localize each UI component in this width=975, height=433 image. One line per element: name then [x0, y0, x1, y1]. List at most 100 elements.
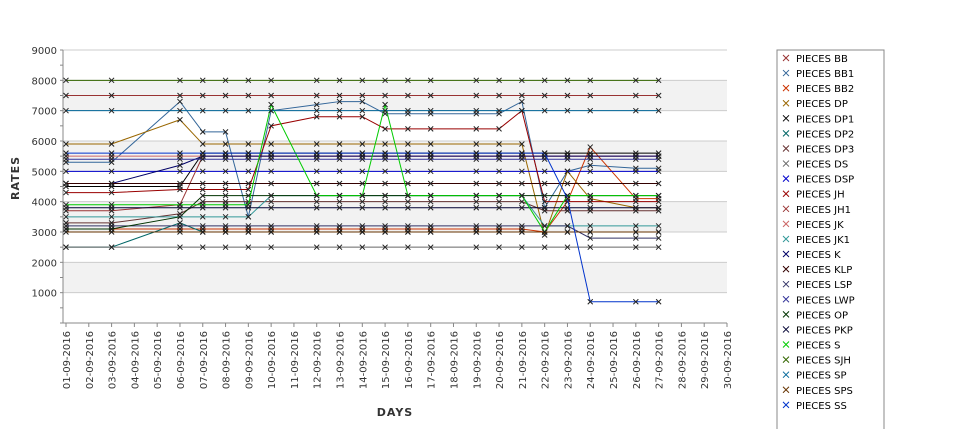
- data-point: [427, 92, 434, 99]
- data-point: [427, 168, 434, 175]
- data-point: [496, 198, 502, 205]
- data-point: [336, 204, 343, 211]
- data-point: [359, 113, 366, 120]
- data-point: [359, 150, 366, 156]
- data-point: [245, 141, 252, 147]
- data-point: [587, 77, 594, 84]
- data-point: [222, 92, 229, 99]
- data-point: [587, 235, 594, 241]
- x-tick-label: 26-09-2016: [632, 331, 643, 389]
- legend-label: PIECES LWP: [796, 295, 855, 306]
- x-tick-label: 17-09-2016: [427, 331, 438, 389]
- data-point: [519, 150, 525, 156]
- data-point: [473, 77, 480, 84]
- data-point: [313, 223, 320, 229]
- data-point: [587, 180, 594, 187]
- data-point: [564, 223, 571, 229]
- data-point: [313, 92, 320, 99]
- legend-marker: [782, 114, 790, 122]
- data-point: [245, 180, 252, 187]
- data-point: [519, 204, 525, 211]
- data-point: [63, 189, 69, 196]
- y-tick-label: 5000: [32, 167, 57, 178]
- x-tick-label: 14-09-2016: [358, 331, 369, 389]
- data-point: [268, 150, 274, 156]
- legend-label: PIECES DP3: [796, 144, 854, 155]
- data-point: [405, 168, 411, 175]
- data-point: [632, 156, 639, 163]
- data-point: [587, 298, 594, 305]
- axes: [60, 49, 728, 327]
- data-point: [108, 156, 115, 163]
- legend-label: PIECES BB2: [796, 84, 854, 95]
- data-point: [245, 150, 252, 156]
- data-point: [427, 107, 434, 114]
- data-point: [541, 244, 548, 251]
- x-tick-label: 06-09-2016: [176, 331, 187, 389]
- data-point: [541, 107, 548, 114]
- data-point: [177, 98, 183, 105]
- x-tick-label: 16-09-2016: [404, 331, 415, 389]
- data-point: [541, 150, 548, 156]
- legend-marker: [782, 356, 790, 363]
- data-point: [496, 126, 502, 132]
- data-point: [382, 77, 388, 84]
- data-point: [222, 150, 229, 156]
- data-point: [541, 77, 548, 84]
- data-point: [268, 198, 274, 205]
- y-tick-label: 4000: [32, 198, 57, 209]
- data-point: [359, 192, 366, 199]
- data-point: [177, 223, 183, 229]
- data-point: [268, 156, 274, 163]
- data-point: [336, 168, 343, 175]
- data-point: [473, 192, 480, 199]
- data-point: [313, 156, 320, 163]
- legend-label: PIECES DP: [796, 99, 848, 110]
- data-point: [222, 192, 229, 199]
- data-point: [313, 107, 320, 114]
- data-point: [63, 244, 69, 251]
- series-pieces-dsp: [63, 168, 662, 175]
- data-point: [199, 150, 206, 156]
- data-point: [359, 244, 366, 251]
- x-tick-label: 11-09-2016: [290, 331, 301, 389]
- data-point: [541, 192, 548, 199]
- data-point: [541, 223, 548, 229]
- data-point: [382, 229, 388, 235]
- data-point: [199, 141, 206, 147]
- series-pieces-bb: [63, 92, 662, 99]
- x-tick-label: 22-09-2016: [541, 331, 552, 389]
- data-point: [655, 244, 662, 251]
- data-point: [473, 198, 480, 205]
- data-point: [587, 162, 594, 169]
- data-point: [313, 113, 320, 120]
- data-point: [405, 192, 411, 199]
- legend-marker: [782, 84, 790, 92]
- legend-marker: [782, 99, 790, 107]
- data-point: [655, 168, 662, 175]
- data-point: [496, 107, 502, 114]
- data-point: [632, 298, 639, 305]
- data-point: [336, 150, 343, 156]
- data-point: [427, 223, 434, 229]
- data-point: [587, 223, 594, 229]
- data-point: [268, 77, 274, 84]
- data-point: [108, 189, 115, 196]
- legend: PIECES BB PIECES BB1 PIECES BB2 PIECES DP PI…: [776, 49, 885, 431]
- data-point: [222, 156, 229, 163]
- data-point: [587, 229, 594, 235]
- data-point: [405, 198, 411, 205]
- plot-band: [63, 262, 727, 293]
- data-point: [108, 168, 115, 175]
- data-point: [199, 77, 206, 84]
- data-point: [405, 180, 411, 187]
- x-tick-label: 10-09-2016: [267, 331, 278, 389]
- legend-label: PIECES SS: [796, 401, 847, 412]
- data-point: [336, 198, 343, 205]
- data-point: [313, 180, 320, 187]
- legend-label: PIECES DP1: [796, 114, 854, 125]
- data-point: [473, 223, 480, 229]
- data-point: [564, 195, 571, 202]
- data-point: [245, 244, 252, 251]
- data-point: [632, 204, 639, 211]
